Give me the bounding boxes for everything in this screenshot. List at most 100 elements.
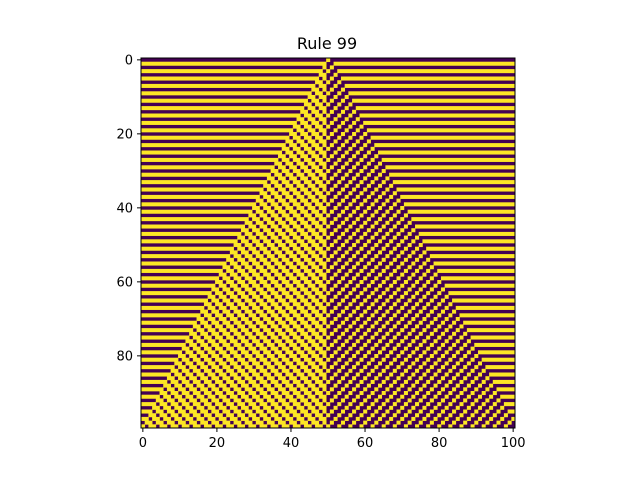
heatmap-cell-run [296, 405, 305, 410]
heatmap-cell-run [315, 202, 323, 207]
heatmap-cell-run [344, 250, 349, 255]
x-tick-label: 40 [283, 436, 300, 451]
heatmap-cell-run [307, 228, 316, 233]
heatmap-cell-run [318, 183, 327, 188]
heatmap-cell-run [318, 228, 327, 233]
heatmap-cell-run [496, 420, 501, 425]
heatmap-cell-run [374, 398, 379, 403]
heatmap-cell-run [429, 409, 434, 414]
heatmap-cell-run [300, 165, 308, 170]
heatmap-cell-run [348, 357, 353, 362]
heatmap-cell-run [141, 150, 283, 155]
heatmap-cell-run [292, 402, 301, 407]
heatmap-cell-run [311, 154, 320, 159]
heatmap-cell-run [229, 361, 238, 366]
heatmap-cell-run [244, 387, 253, 392]
heatmap-cell-run [455, 394, 460, 399]
heatmap-cell-run [141, 231, 242, 236]
heatmap-cell-run [333, 328, 338, 333]
heatmap-cell-run [344, 317, 349, 322]
heatmap-cell-run [503, 402, 516, 407]
heatmap-cell-run [374, 176, 379, 181]
heatmap-cell-run [292, 413, 301, 418]
heatmap-cell-run [270, 313, 279, 318]
heatmap-cell-run [385, 176, 390, 181]
heatmap-cell-run [218, 339, 227, 344]
heatmap-cell-run [244, 298, 253, 303]
heatmap-cell-run [374, 276, 379, 281]
heatmap-cell-run [215, 335, 223, 340]
heatmap-cell-run [411, 250, 416, 255]
heatmap-cell-run [233, 254, 242, 259]
heatmap-cell-run [437, 379, 442, 384]
heatmap-cell-run [244, 420, 253, 425]
heatmap-cell-run [307, 95, 316, 100]
heatmap-cell-run [263, 339, 271, 344]
heatmap-cell-run [377, 372, 383, 377]
heatmap-cell-run [444, 339, 449, 344]
heatmap-cell-run [141, 83, 316, 88]
heatmap-cell-run [370, 146, 375, 151]
x-tick-label: 20 [209, 436, 226, 451]
heatmap-cell-run [385, 243, 390, 248]
heatmap-cell-run [370, 180, 375, 185]
heatmap-cell-run [407, 365, 412, 370]
heatmap-cell-run [255, 354, 264, 359]
heatmap-cell-run [366, 183, 371, 188]
heatmap-cell-run [203, 302, 212, 307]
heatmap-cell-run [411, 272, 416, 277]
heatmap-cell-run [377, 228, 383, 233]
heatmap-cell-run [433, 383, 438, 388]
heatmap-cell-run [377, 416, 383, 421]
heatmap-cell-run [311, 231, 320, 236]
heatmap-cell-run [278, 243, 286, 248]
heatmap-cell-run [455, 383, 460, 388]
heatmap-cell-run [296, 261, 305, 266]
heatmap-cell-run [329, 398, 334, 403]
heatmap-cell-run [296, 416, 305, 421]
heatmap-cell-run [315, 146, 323, 151]
heatmap-cell-run [377, 394, 383, 399]
heatmap-cell-run [344, 372, 349, 377]
heatmap-cell-run [452, 331, 457, 336]
heatmap-cell-run [333, 239, 338, 244]
heatmap-cell-run [300, 276, 308, 281]
heatmap-cell-run [329, 342, 334, 347]
heatmap-cell-run [311, 176, 320, 181]
heatmap-cell-run [463, 420, 468, 425]
heatmap-cell-run [233, 298, 242, 303]
heatmap-cell-run [281, 379, 290, 384]
heatmap-cell-run [207, 405, 216, 410]
heatmap-cell-run [340, 254, 346, 259]
heatmap-cell-run [359, 146, 364, 151]
heatmap-cell-run [337, 313, 342, 318]
heatmap-cell-run [259, 402, 268, 407]
heatmap-cell-run [444, 372, 449, 377]
heatmap-cell-run [263, 361, 271, 366]
heatmap-cell-run [285, 239, 294, 244]
heatmap-cell-run [452, 365, 457, 370]
heatmap-cell-run [248, 413, 257, 418]
heatmap-cell-run [263, 383, 271, 388]
heatmap-cell-run [211, 420, 220, 425]
heatmap-cell-run [141, 424, 146, 429]
heatmap-cell-run [444, 283, 516, 288]
heatmap-cell-run [222, 331, 231, 336]
heatmap-cell-run [303, 346, 312, 351]
heatmap-cell-run [226, 268, 234, 273]
heatmap-cell-run [440, 331, 445, 336]
heatmap-cell-run [200, 387, 209, 392]
heatmap-cell-run [418, 231, 516, 236]
heatmap-cell-run [329, 143, 334, 148]
heatmap-cell-run [415, 368, 420, 373]
heatmap-cell-run [226, 346, 234, 351]
heatmap-cell-run [366, 206, 371, 211]
heatmap-cell-run [174, 416, 183, 421]
heatmap-cell-run [303, 424, 312, 429]
heatmap-cell-run [355, 117, 360, 122]
heatmap-cell-run [363, 265, 368, 270]
heatmap-cell-run [374, 365, 379, 370]
heatmap-cell-run [333, 416, 338, 421]
heatmap-cell-run [348, 368, 353, 373]
